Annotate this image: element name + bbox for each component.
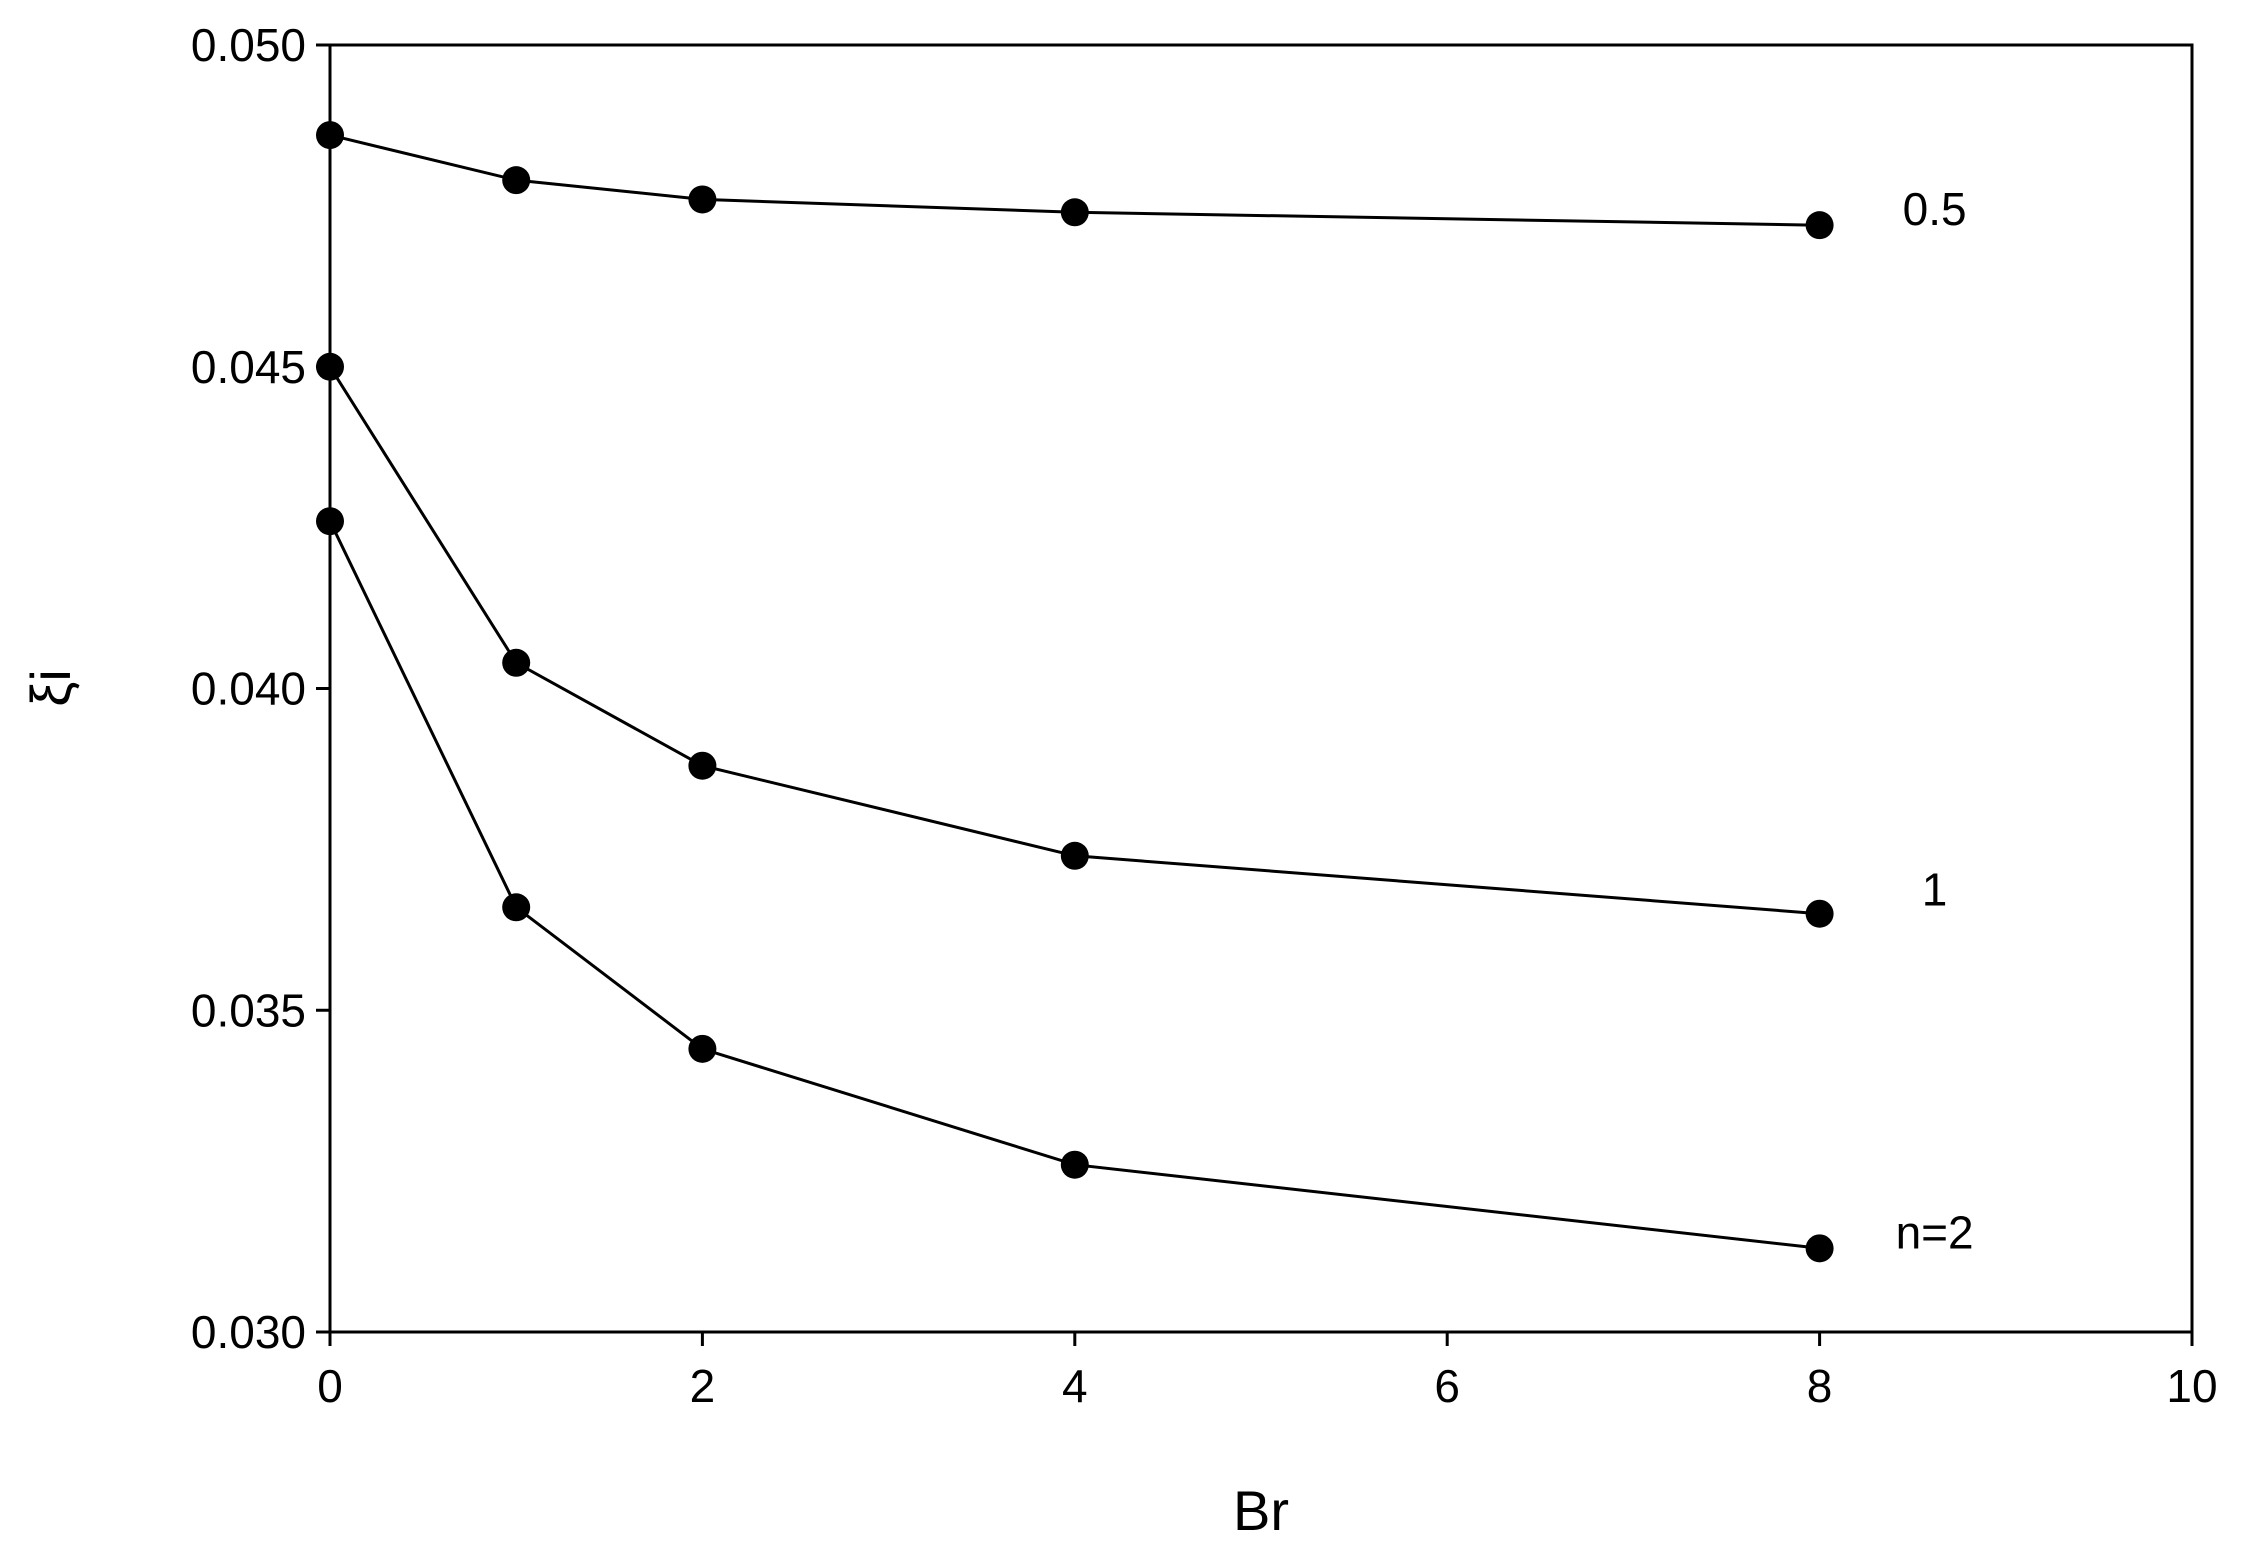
- plot-frame: [328, 43, 2194, 1334]
- data-point: [1805, 899, 1834, 928]
- data-point: [688, 751, 717, 780]
- series-points: [316, 121, 1834, 1263]
- y-tick-label: 0.040: [191, 663, 306, 715]
- x-tick-label: 4: [1062, 1360, 1088, 1412]
- y-tick-label: 0.030: [191, 1306, 306, 1358]
- data-point: [688, 185, 717, 214]
- series-labels: 0.5 1 n=2: [1896, 183, 1974, 1258]
- series-label: 0.5: [1903, 183, 1967, 235]
- data-point: [502, 648, 531, 677]
- x-axis-ticks: 0 2 4 6 8 10: [317, 1332, 2218, 1412]
- data-point: [1060, 841, 1089, 870]
- y-tick-label: 0.045: [191, 341, 306, 393]
- y-axis-title: ξi: [19, 669, 82, 707]
- series-label: 1: [1922, 864, 1948, 916]
- y-axis-ticks: 0.030 0.035 0.040 0.045 0.050: [191, 19, 330, 1358]
- data-point: [1805, 211, 1834, 240]
- series-line: [328, 366, 1820, 916]
- x-tick-label: 6: [1434, 1360, 1460, 1412]
- y-tick-label: 0.050: [191, 19, 306, 71]
- x-tick-label: 8: [1807, 1360, 1833, 1412]
- data-point: [316, 352, 344, 381]
- x-tick-label: 10: [2166, 1360, 2217, 1412]
- x-tick-label: 2: [690, 1360, 716, 1412]
- data-point: [1060, 198, 1089, 227]
- data-point: [502, 166, 531, 195]
- y-tick-label: 0.035: [191, 984, 306, 1036]
- data-point: [1060, 1150, 1089, 1179]
- series-lines: [328, 133, 1820, 1250]
- data-point: [502, 893, 531, 922]
- series-line: [328, 520, 1820, 1250]
- x-axis-title: Br: [1233, 1479, 1289, 1542]
- data-point: [688, 1034, 717, 1063]
- data-point: [1805, 1234, 1834, 1263]
- x-tick-label: 0: [317, 1360, 343, 1412]
- data-point: [316, 507, 344, 536]
- series-label: n=2: [1896, 1206, 1974, 1258]
- data-point: [316, 121, 344, 150]
